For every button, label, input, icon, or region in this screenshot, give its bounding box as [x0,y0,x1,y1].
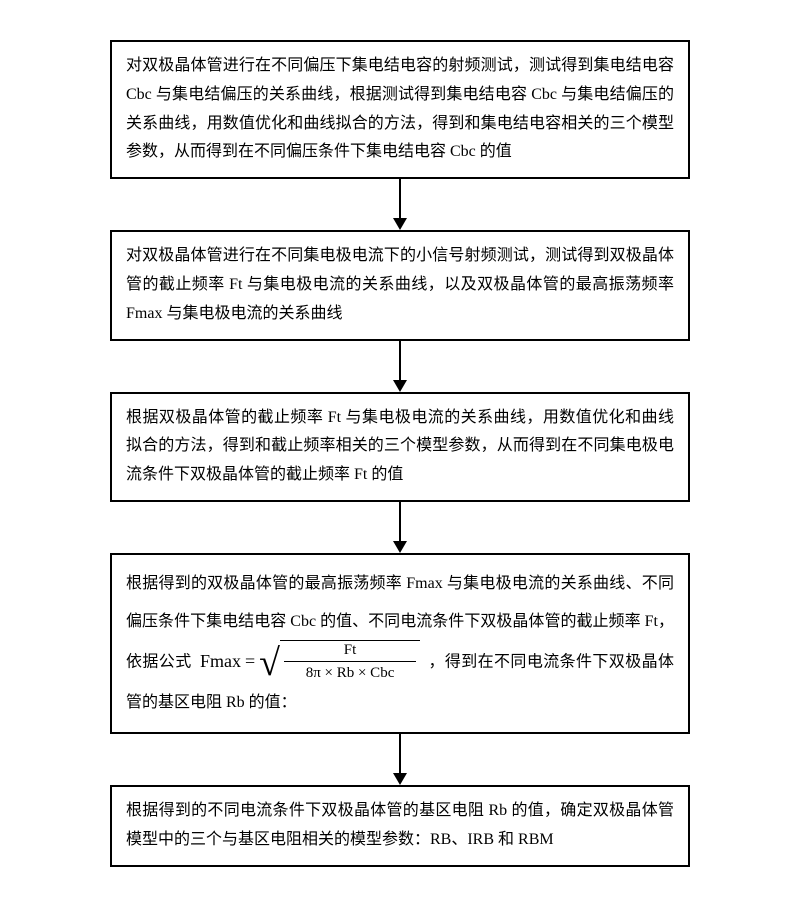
arrow-head-icon [393,380,407,392]
formula-equals: = [245,645,255,677]
formula-numerator: Ft [284,641,416,662]
step-5-text: 根据得到的不同电流条件下双极晶体管的基区电阻 Rb 的值，确定双极晶体管模型中的… [126,802,674,848]
formula-lhs: Fmax [200,645,241,677]
arrow-4-5 [393,734,407,785]
formula-denominator: 8π × Rb × Cbc [300,662,401,682]
flowchart-step-4: 根据得到的双极晶体管的最高振荡频率 Fmax 与集电极电流的关系曲线、不同偏压条… [110,553,690,734]
radical-icon: √ [259,644,280,686]
step-3-text: 根据双极晶体管的截止频率 Ft 与集电极电流的关系曲线，用数值优化和曲线拟合的方… [126,409,674,484]
flowchart-container: 对双极晶体管进行在不同偏压下集电结电容的射频测试，测试得到集电结电容 Cbc 与… [0,0,800,907]
formula-sqrt: √ Ft 8π × Rb × Cbc [259,640,420,682]
arrow-line [399,502,401,542]
step-1-text: 对双极晶体管进行在不同偏压下集电结电容的射频测试，测试得到集电结电容 Cbc 与… [126,57,674,160]
arrow-head-icon [393,218,407,230]
flowchart-step-1: 对双极晶体管进行在不同偏压下集电结电容的射频测试，测试得到集电结电容 Cbc 与… [110,40,690,179]
arrow-head-icon [393,773,407,785]
arrow-line [399,341,401,381]
arrow-3-4 [393,502,407,553]
flowchart-step-5: 根据得到的不同电流条件下双极晶体管的基区电阻 Rb 的值，确定双极晶体管模型中的… [110,785,690,867]
formula-fmax: Fmax = √ Ft 8π × Rb × Cbc [200,640,420,682]
arrow-line [399,734,401,774]
arrow-2-3 [393,341,407,392]
arrow-1-2 [393,179,407,230]
arrow-line [399,179,401,219]
arrow-head-icon [393,541,407,553]
formula-fraction: Ft 8π × Rb × Cbc [280,640,420,682]
flowchart-step-2: 对双极晶体管进行在不同集电极电流下的小信号射频测试，测试得到双极晶体管的截止频率… [110,230,690,340]
flowchart-step-3: 根据双极晶体管的截止频率 Ft 与集电极电流的关系曲线，用数值优化和曲线拟合的方… [110,392,690,502]
step-2-text: 对双极晶体管进行在不同集电极电流下的小信号射频测试，测试得到双极晶体管的截止频率… [126,247,674,322]
